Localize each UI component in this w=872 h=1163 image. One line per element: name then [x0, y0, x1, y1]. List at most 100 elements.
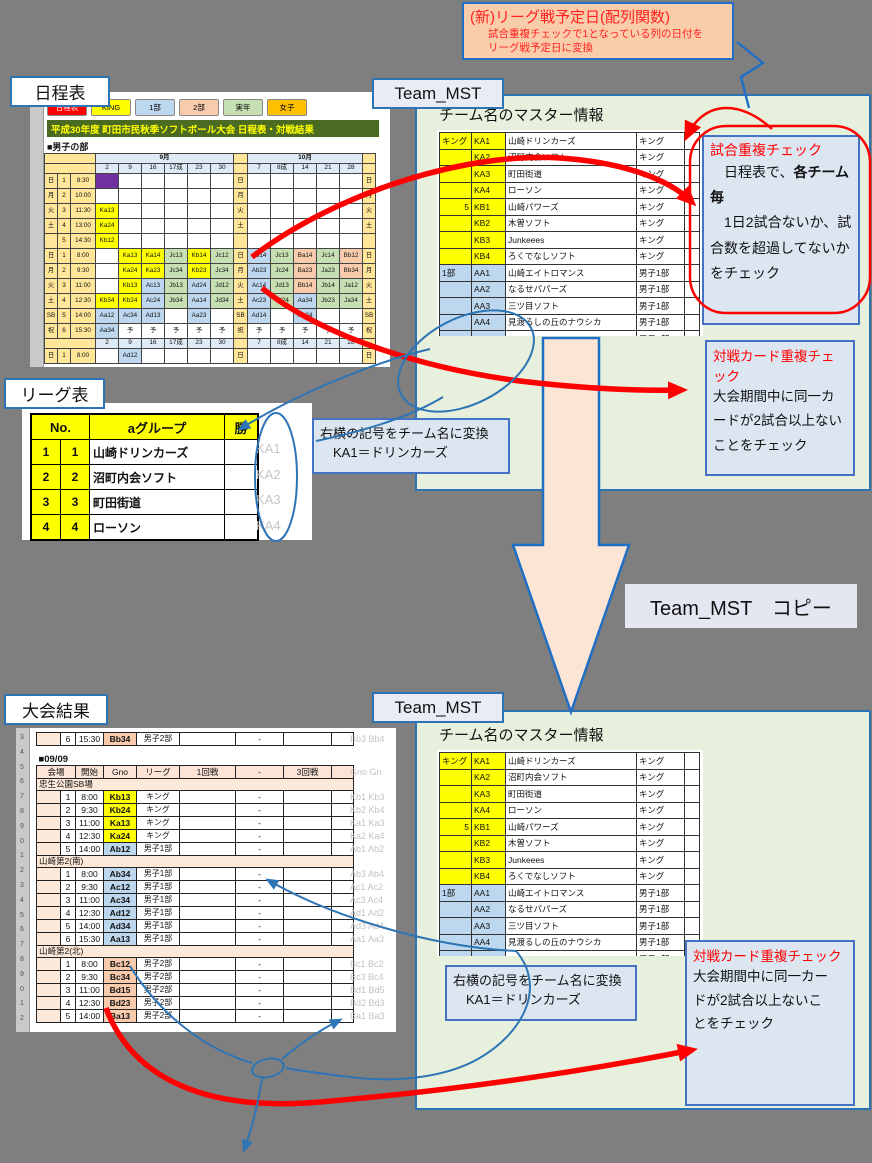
- row-number: 8: [20, 808, 24, 815]
- cell: -: [235, 790, 284, 804]
- cell: 男子2部: [136, 1009, 180, 1023]
- cell: -: [235, 867, 284, 881]
- cell: [179, 996, 236, 1010]
- cell: 5: [57, 308, 71, 324]
- cell: 2: [57, 263, 71, 279]
- cell: キング: [636, 768, 685, 786]
- cell: Junkeees: [505, 231, 637, 249]
- cell: [439, 280, 472, 298]
- cell: -: [235, 765, 284, 779]
- cell: 1: [57, 173, 71, 189]
- cell: [316, 188, 340, 204]
- cell: キング: [439, 752, 472, 770]
- cell: Jc13: [270, 248, 294, 264]
- check-body-pre: 日程表で、: [710, 164, 794, 180]
- cell: Ka14: [141, 248, 165, 264]
- cell: [179, 1009, 236, 1023]
- cell: Ac12: [103, 880, 137, 894]
- cell: [283, 1009, 332, 1023]
- cell: 予: [247, 323, 271, 339]
- cell: [293, 203, 317, 219]
- convert-line1: 右横の記号をチーム名に変換: [453, 973, 622, 988]
- sheet-button-joshi[interactable]: 女子: [267, 99, 307, 116]
- cell: [283, 842, 332, 856]
- sheet-button-2bu[interactable]: 2部: [179, 99, 219, 116]
- cell: 三ツ目ソフト: [505, 297, 637, 315]
- cell: [247, 218, 271, 234]
- cell: [684, 768, 700, 786]
- cell: 11:00: [75, 893, 104, 907]
- cell: SB: [362, 308, 376, 324]
- cell: 日: [233, 173, 248, 189]
- cell: 日: [233, 348, 248, 364]
- cell: 男子1部: [636, 330, 685, 336]
- cell: Ka24: [95, 218, 119, 234]
- cell: 3: [60, 893, 76, 907]
- cell: KB4: [471, 867, 506, 885]
- cell: 男子1部: [136, 919, 180, 933]
- cell: キング: [136, 790, 180, 804]
- cell: Kb13: [103, 790, 137, 804]
- side-code: Ka1 Ka3: [350, 818, 385, 828]
- cell: [439, 785, 472, 803]
- cell: [439, 313, 472, 331]
- cell: [179, 867, 236, 881]
- cell: [187, 348, 211, 364]
- cell: 土: [44, 293, 58, 309]
- cell: 見渡るしの丘のナウシカ: [505, 933, 637, 951]
- cell: -: [235, 829, 284, 843]
- cell: 男子2部: [136, 983, 180, 997]
- cell: なるせパパーズ: [505, 900, 637, 918]
- cell: [439, 768, 472, 786]
- cell: [36, 842, 61, 856]
- cell: 2: [57, 188, 71, 204]
- cell: Ad13: [141, 308, 165, 324]
- cell: Aa12: [95, 308, 119, 324]
- check-title: 試合重複チェック: [710, 142, 822, 158]
- cell: [293, 233, 317, 249]
- cell: 11:00: [75, 983, 104, 997]
- cell: 6: [60, 732, 76, 746]
- cell: 21: [316, 338, 340, 349]
- cell: 1: [57, 348, 71, 364]
- cell: ろくでなしソフト: [505, 247, 637, 265]
- cell: Bd15: [103, 983, 137, 997]
- cell: Kb24: [118, 293, 142, 309]
- row-number: 0: [20, 837, 24, 845]
- cell: 1: [60, 439, 90, 465]
- cell: キング: [636, 214, 685, 232]
- cell: 3回戦: [283, 765, 332, 779]
- cell: -: [235, 893, 284, 907]
- cell: [684, 247, 700, 265]
- cell: 火: [44, 203, 58, 219]
- cell: KA1: [471, 132, 506, 150]
- league-code: KA2: [256, 466, 281, 482]
- cell: 3: [57, 203, 71, 219]
- league-col-group: aグループ: [89, 413, 225, 440]
- cell: [36, 816, 61, 830]
- cell: 14:00: [70, 308, 96, 324]
- row-number: 0: [20, 985, 24, 993]
- cell: Ac34: [103, 893, 137, 907]
- cell: [362, 338, 376, 349]
- cell: 5: [439, 950, 472, 956]
- cell: キング: [636, 165, 685, 183]
- cell: [44, 153, 96, 164]
- cell: 予: [141, 323, 165, 339]
- cell: ローソン: [505, 801, 637, 819]
- results-table: 6 15:30 Bb34 男子2部 - ■09/09 会場 開始 Gno リーグ 1回戦 -3回戦 忠生…: [36, 732, 354, 1023]
- cell: 1部: [439, 264, 472, 282]
- cell: 男子1部: [636, 313, 685, 331]
- row-number: 9: [20, 970, 24, 978]
- cell: Ka23: [141, 263, 165, 279]
- cell: [283, 996, 332, 1010]
- sheet-button-jitsunen[interactable]: 実年: [223, 99, 263, 116]
- cell: [339, 348, 363, 364]
- cell: [36, 880, 61, 894]
- row-number: 1: [20, 852, 24, 860]
- sheet-button-1bu[interactable]: 1部: [135, 99, 175, 116]
- cell: [36, 983, 61, 997]
- cell: 火: [362, 203, 376, 219]
- cell: [179, 906, 236, 920]
- cell: [439, 933, 472, 951]
